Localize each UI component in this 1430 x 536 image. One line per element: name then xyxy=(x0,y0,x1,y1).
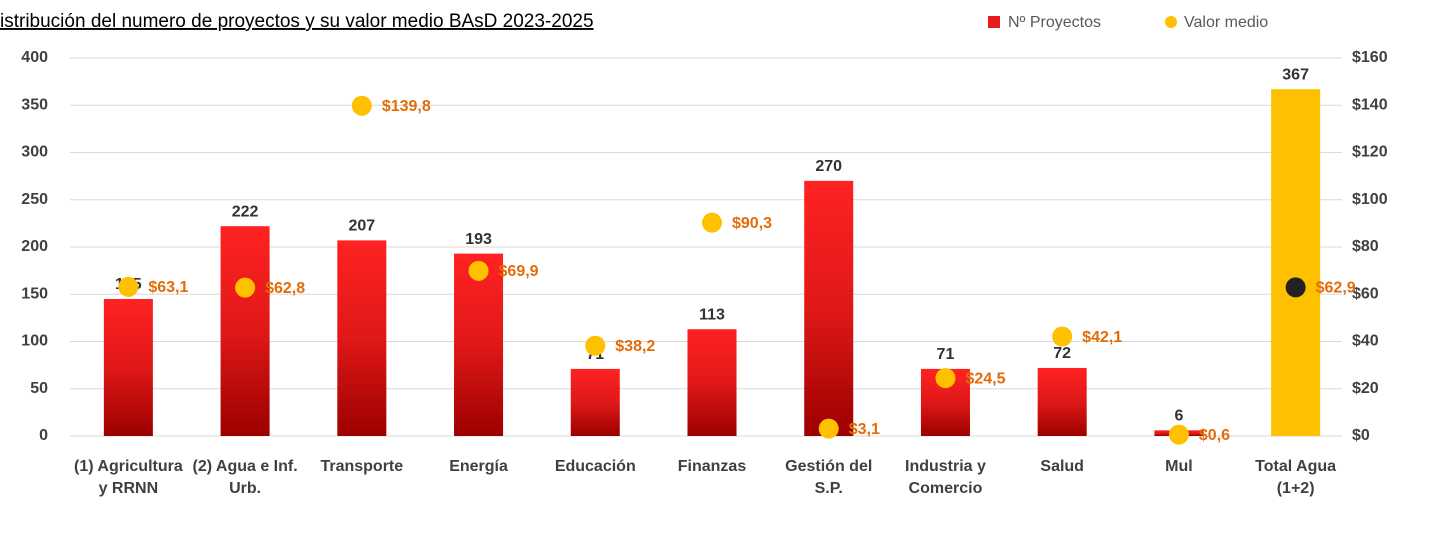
bar xyxy=(570,368,620,436)
y-tick-label: 100 xyxy=(21,333,48,350)
dot-value-label: $90,3 xyxy=(732,215,772,232)
bar xyxy=(103,298,153,436)
y-tick-label: 50 xyxy=(30,380,48,397)
bar xyxy=(337,240,387,436)
dot xyxy=(468,260,489,281)
legend-label: Nº Proyectos xyxy=(1008,14,1101,31)
bar xyxy=(1037,367,1087,436)
dot xyxy=(351,95,372,116)
bar-value-label: 71 xyxy=(937,346,955,363)
bar xyxy=(804,180,854,436)
x-tick-label: Transporte xyxy=(320,458,404,475)
y2-tick-label: $80 xyxy=(1352,238,1379,255)
x-tick-label: Finanzas xyxy=(677,458,747,475)
y2-tick-label: $0 xyxy=(1352,427,1370,444)
dot xyxy=(585,335,606,356)
dot-value-label: $24,5 xyxy=(965,370,1005,387)
y2-tick-label: $20 xyxy=(1352,380,1379,397)
bar xyxy=(687,329,737,436)
y2-tick-label: $100 xyxy=(1352,191,1388,208)
y2-tick-label: $160 xyxy=(1352,49,1388,66)
y2-tick-label: $120 xyxy=(1352,144,1388,161)
y2-tick-label: $60 xyxy=(1352,285,1379,302)
dot xyxy=(1052,326,1073,347)
dot-value-label: $62,9 xyxy=(1316,280,1356,297)
x-tick-label: Energía xyxy=(449,458,508,475)
x-tick-label: (2) Agua e Inf. Urb. xyxy=(192,458,298,497)
legend-swatch xyxy=(988,16,1000,28)
dot-value-label: $63,1 xyxy=(148,279,188,296)
y-tick-label: 150 xyxy=(21,285,48,302)
x-tick-label: Industria y Comercio xyxy=(905,458,986,497)
dot xyxy=(935,368,956,389)
dot-value-label: $42,1 xyxy=(1082,329,1122,346)
dot xyxy=(235,277,256,298)
y2-tick-label: $40 xyxy=(1352,333,1379,350)
bar xyxy=(220,226,270,436)
chart-title: istribución del numero de proyectos y su… xyxy=(0,11,594,32)
bar-value-label: 113 xyxy=(699,306,725,323)
dot xyxy=(1285,277,1306,298)
y-tick-label: 300 xyxy=(21,144,48,161)
y2-tick-label: $140 xyxy=(1352,96,1388,113)
bar-value-label: 207 xyxy=(348,218,375,235)
dot-value-label: $38,2 xyxy=(615,338,655,355)
bar-value-label: 367 xyxy=(1282,66,1309,83)
x-tick-label: (1) Agricultura y RRNN xyxy=(73,458,183,497)
x-tick-label: Educación xyxy=(554,458,636,475)
x-tick-label: Total Agua (1+2) xyxy=(1255,458,1337,497)
x-tick-label: Salud xyxy=(1040,458,1084,475)
dot-value-label: $62,8 xyxy=(265,280,305,297)
bar-value-label: 222 xyxy=(232,203,259,220)
dot xyxy=(818,418,839,439)
dot-value-label: $3,1 xyxy=(849,421,880,438)
bar xyxy=(1271,89,1321,436)
x-tick-label: Gestión del S.P. xyxy=(785,458,873,497)
y-tick-label: 400 xyxy=(21,49,48,66)
x-tick-label: Mul xyxy=(1165,458,1193,475)
dot xyxy=(702,212,722,233)
y-tick-label: 0 xyxy=(39,427,48,444)
legend-swatch xyxy=(1165,16,1177,28)
dot xyxy=(118,276,139,297)
dot-value-label: $0,6 xyxy=(1199,427,1230,444)
bar-value-label: 72 xyxy=(1053,345,1071,362)
dot-value-label: $139,8 xyxy=(382,98,431,115)
dot xyxy=(1168,424,1189,445)
bar-value-label: 193 xyxy=(465,231,492,248)
y-tick-label: 350 xyxy=(21,96,48,113)
y-tick-label: 200 xyxy=(21,238,48,255)
y-tick-label: 250 xyxy=(21,191,48,208)
bar-value-label: 6 xyxy=(1174,408,1183,425)
legend-label: Valor medio xyxy=(1184,14,1268,31)
bar xyxy=(454,253,504,436)
dot-value-label: $69,9 xyxy=(499,263,539,280)
bar-value-label: 270 xyxy=(815,158,842,175)
